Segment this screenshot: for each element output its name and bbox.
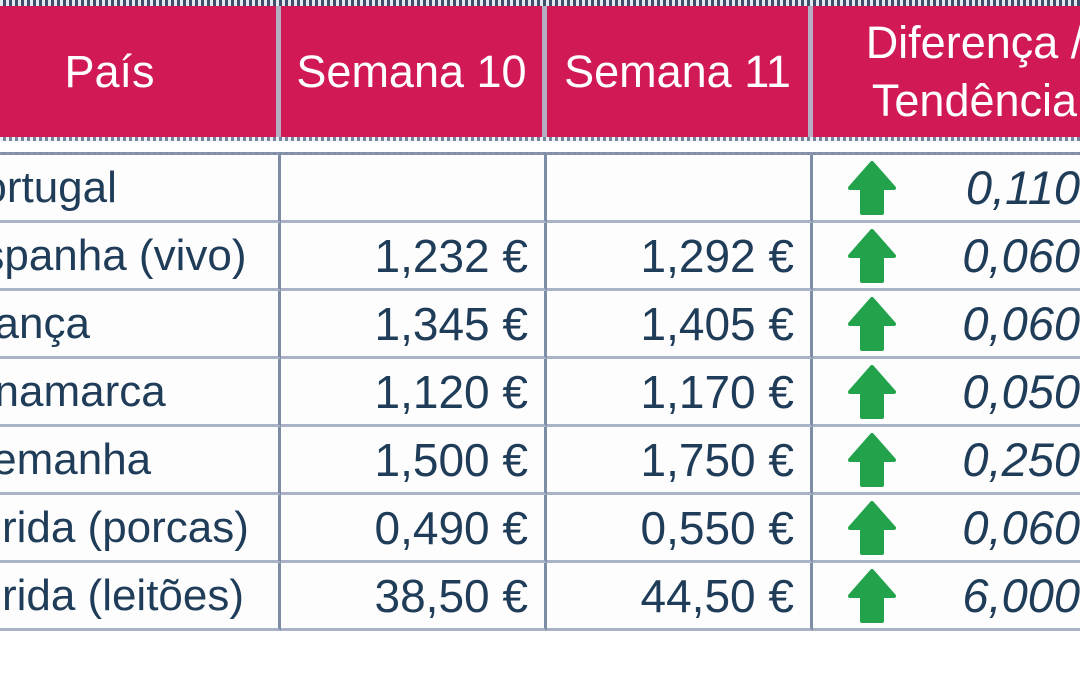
week11-value: 0,550 €: [640, 501, 794, 554]
week11-value-cell: [547, 155, 813, 223]
week11-value: 1,405 €: [640, 297, 794, 350]
week10-value: 1,232 €: [374, 229, 528, 282]
header-cell-week10: Semana 10: [281, 6, 542, 137]
grid-top-border: [0, 152, 1080, 155]
header-label-difference-line2: Tendência: [871, 74, 1078, 126]
week10-value-cell: 38,50 €: [281, 563, 547, 631]
country-label: Dinamarca: [0, 366, 166, 416]
table-row: França 1,345 € 1,405 € 0,060: [0, 291, 1080, 359]
trend-up-icon: [848, 500, 896, 555]
week11-value-cell: 1,750 €: [547, 427, 813, 495]
country-cell: França: [0, 291, 281, 359]
country-cell: Dinamarca: [0, 359, 281, 427]
difference-value: 0,060: [962, 501, 1080, 554]
country-label: Espanha (vivo): [0, 230, 247, 280]
header-bottom-border: [0, 137, 1080, 141]
header-gap: [0, 141, 1080, 152]
trend-up-icon: [848, 568, 896, 623]
trend-up-icon: [848, 296, 896, 351]
week10-value-cell: 1,345 €: [281, 291, 547, 359]
table-row: Espanha (vivo) 1,232 € 1,292 € 0,060: [0, 223, 1080, 291]
week10-value-cell: 1,500 €: [281, 427, 547, 495]
difference-value: 6,000: [962, 569, 1080, 622]
header-label-country: País: [64, 45, 155, 97]
difference-value: 0,250: [962, 433, 1080, 486]
difference-value: 0,050: [962, 365, 1080, 418]
price-table: País Semana 10 Semana 11 Diferença / Ten…: [0, 0, 1080, 631]
week11-value-cell: 1,292 €: [547, 223, 813, 291]
week10-value: 1,500 €: [374, 433, 528, 486]
difference-cell: 0,060: [813, 291, 1080, 359]
week11-value: 44,50 €: [640, 569, 794, 622]
table-header-row: País Semana 10 Semana 11 Diferença / Ten…: [0, 6, 1080, 137]
country-label: Alemanha: [0, 434, 152, 484]
week10-value: 1,345 €: [374, 297, 528, 350]
header-label-week10: Semana 10: [296, 45, 527, 97]
table-row: Alemanha 1,500 € 1,750 € 0,250: [0, 427, 1080, 495]
difference-cell: 0,060: [813, 223, 1080, 291]
difference-cell: 6,000: [813, 563, 1080, 631]
country-cell: Portugal: [0, 155, 281, 223]
week11-value: 1,170 €: [640, 365, 794, 418]
header-cell-difference: Diferença / Tendência: [813, 6, 1080, 137]
difference-cell: 0,060: [813, 495, 1080, 563]
difference-cell: 0,110: [813, 155, 1080, 223]
country-label: França: [0, 298, 90, 348]
week10-value-cell: 1,232 €: [281, 223, 547, 291]
week11-value-cell: 1,405 €: [547, 291, 813, 359]
difference-value: 0,060: [962, 297, 1080, 350]
country-cell: Lérida (porcas): [0, 495, 281, 563]
table-row: Portugal 0,110: [0, 155, 1080, 223]
trend-up-icon: [848, 432, 896, 487]
week10-value: 38,50 €: [374, 569, 528, 622]
table-row: Lérida (leitões) 38,50 € 44,50 € 6,000: [0, 563, 1080, 631]
week10-value: 1,120 €: [374, 365, 528, 418]
week11-value: 1,750 €: [640, 433, 794, 486]
table-row: Dinamarca 1,120 € 1,170 € 0,050: [0, 359, 1080, 427]
header-label-week11: Semana 11: [564, 45, 791, 97]
country-label: Lérida (leitões): [0, 570, 245, 620]
trend-up-icon: [848, 364, 896, 419]
week11-value-cell: 1,170 €: [547, 359, 813, 427]
header-cell-week11: Semana 11: [547, 6, 808, 137]
week10-value-cell: [281, 155, 547, 223]
country-cell: Alemanha: [0, 427, 281, 495]
header-label-difference-line1: Diferença /: [865, 16, 1080, 68]
week11-value-cell: 44,50 €: [547, 563, 813, 631]
trend-up-icon: [848, 228, 896, 283]
week10-value-cell: 1,120 €: [281, 359, 547, 427]
header-cell-country: País: [0, 6, 276, 137]
difference-cell: 0,250: [813, 427, 1080, 495]
trend-up-icon: [848, 160, 896, 215]
country-cell: Espanha (vivo): [0, 223, 281, 291]
week11-value: 1,292 €: [640, 229, 794, 282]
difference-value: 0,110: [965, 161, 1080, 214]
table-row: Lérida (porcas) 0,490 € 0,550 € 0,060: [0, 495, 1080, 563]
week10-value-cell: 0,490 €: [281, 495, 547, 563]
country-label: Portugal: [0, 162, 117, 212]
week10-value: 0,490 €: [374, 501, 528, 554]
difference-cell: 0,050: [813, 359, 1080, 427]
difference-value: 0,060: [962, 229, 1080, 282]
country-label: Lérida (porcas): [0, 502, 249, 552]
country-cell: Lérida (leitões): [0, 563, 281, 631]
week11-value-cell: 0,550 €: [547, 495, 813, 563]
table-top-border: [0, 0, 1080, 6]
table-body: Portugal 0,110 Espanha (vivo) 1,232 € 1,…: [0, 155, 1080, 631]
